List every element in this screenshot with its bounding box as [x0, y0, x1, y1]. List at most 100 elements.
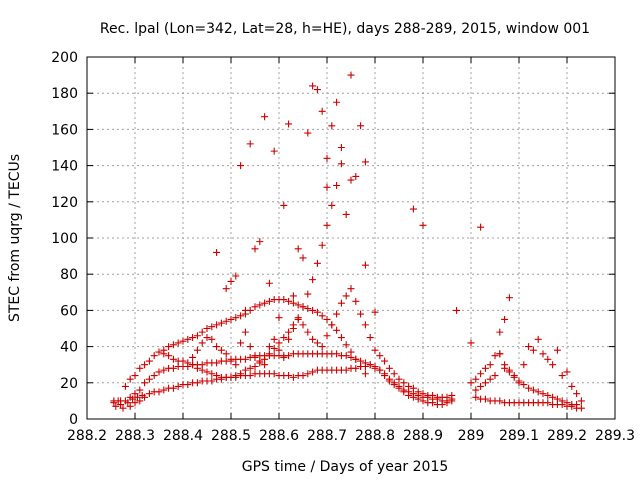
data-point	[400, 388, 408, 396]
data-point	[323, 315, 331, 323]
data-point	[265, 279, 273, 287]
data-point	[361, 158, 369, 166]
data-point	[333, 350, 341, 358]
data-point	[529, 386, 537, 394]
y-tick-label: 0	[69, 412, 78, 428]
data-point	[323, 183, 331, 191]
data-point	[443, 393, 451, 401]
data-point	[304, 129, 312, 137]
data-point	[328, 201, 336, 209]
data-point	[285, 352, 293, 360]
data-point	[337, 334, 345, 342]
data-point	[544, 355, 552, 363]
y-tick-label: 100	[51, 231, 78, 247]
data-point	[232, 314, 240, 322]
data-point	[390, 381, 398, 389]
data-point	[222, 285, 230, 293]
data-point	[155, 368, 163, 376]
data-point	[270, 147, 278, 155]
data-point	[390, 370, 398, 378]
data-point	[549, 361, 557, 369]
data-point	[155, 348, 163, 356]
data-point	[510, 373, 518, 381]
data-point	[237, 339, 245, 347]
data-point	[304, 305, 312, 313]
data-point	[347, 285, 355, 293]
data-point	[121, 382, 129, 390]
data-point	[285, 372, 293, 380]
data-point	[141, 361, 149, 369]
data-point	[309, 368, 317, 376]
data-point	[467, 339, 475, 347]
data-point	[213, 248, 221, 256]
data-point	[165, 352, 173, 360]
data-point	[165, 343, 173, 351]
data-point	[222, 350, 230, 358]
data-point	[534, 388, 542, 396]
data-point	[472, 375, 480, 383]
data-point	[376, 366, 384, 374]
data-point	[342, 292, 350, 300]
data-point	[505, 368, 513, 376]
data-point	[472, 386, 480, 394]
data-point	[299, 321, 307, 329]
data-point	[198, 339, 206, 347]
data-point	[347, 71, 355, 79]
data-point	[203, 368, 211, 376]
data-point	[400, 379, 408, 387]
data-point	[453, 306, 461, 314]
data-point	[126, 375, 134, 383]
data-point	[261, 299, 269, 307]
y-tick-label: 60	[60, 303, 78, 319]
data-point	[280, 201, 288, 209]
data-point	[155, 388, 163, 396]
data-point	[145, 390, 153, 398]
data-point	[352, 364, 360, 372]
data-point	[289, 325, 297, 332]
data-point	[203, 334, 211, 342]
data-point	[342, 210, 350, 218]
data-point	[289, 292, 297, 300]
data-point	[577, 397, 585, 405]
data-point	[544, 399, 552, 407]
data-point	[261, 361, 269, 369]
gridlines	[87, 57, 615, 419]
data-point	[232, 372, 240, 380]
data-point	[246, 372, 254, 380]
data-point	[184, 335, 192, 343]
data-point	[558, 372, 566, 380]
x-tick-label: 289	[458, 428, 485, 444]
data-point	[328, 122, 336, 130]
data-point	[126, 393, 134, 401]
data-point	[371, 363, 379, 371]
data-point	[333, 98, 341, 106]
data-point	[323, 154, 331, 162]
data-point	[270, 344, 278, 352]
data-point	[189, 334, 197, 342]
data-point	[429, 399, 437, 407]
data-point	[534, 335, 542, 343]
x-tick-label: 289.2	[547, 428, 587, 444]
data-point	[409, 384, 417, 392]
data-point	[184, 359, 192, 367]
data-point	[419, 397, 427, 405]
data-point	[313, 259, 321, 267]
data-point	[208, 335, 216, 343]
data-point	[481, 364, 489, 372]
data-point	[385, 377, 393, 385]
data-point	[409, 205, 417, 213]
data-point	[193, 332, 201, 340]
data-point	[486, 361, 494, 369]
data-point	[131, 372, 139, 380]
data-point	[357, 122, 365, 130]
data-point	[174, 382, 182, 390]
data-point	[198, 328, 206, 336]
data-point	[419, 221, 427, 229]
data-point	[539, 350, 547, 358]
data-point	[131, 390, 139, 398]
data-point	[198, 366, 206, 374]
data-point	[213, 343, 221, 351]
data-point	[505, 294, 513, 302]
data-point	[304, 370, 312, 378]
